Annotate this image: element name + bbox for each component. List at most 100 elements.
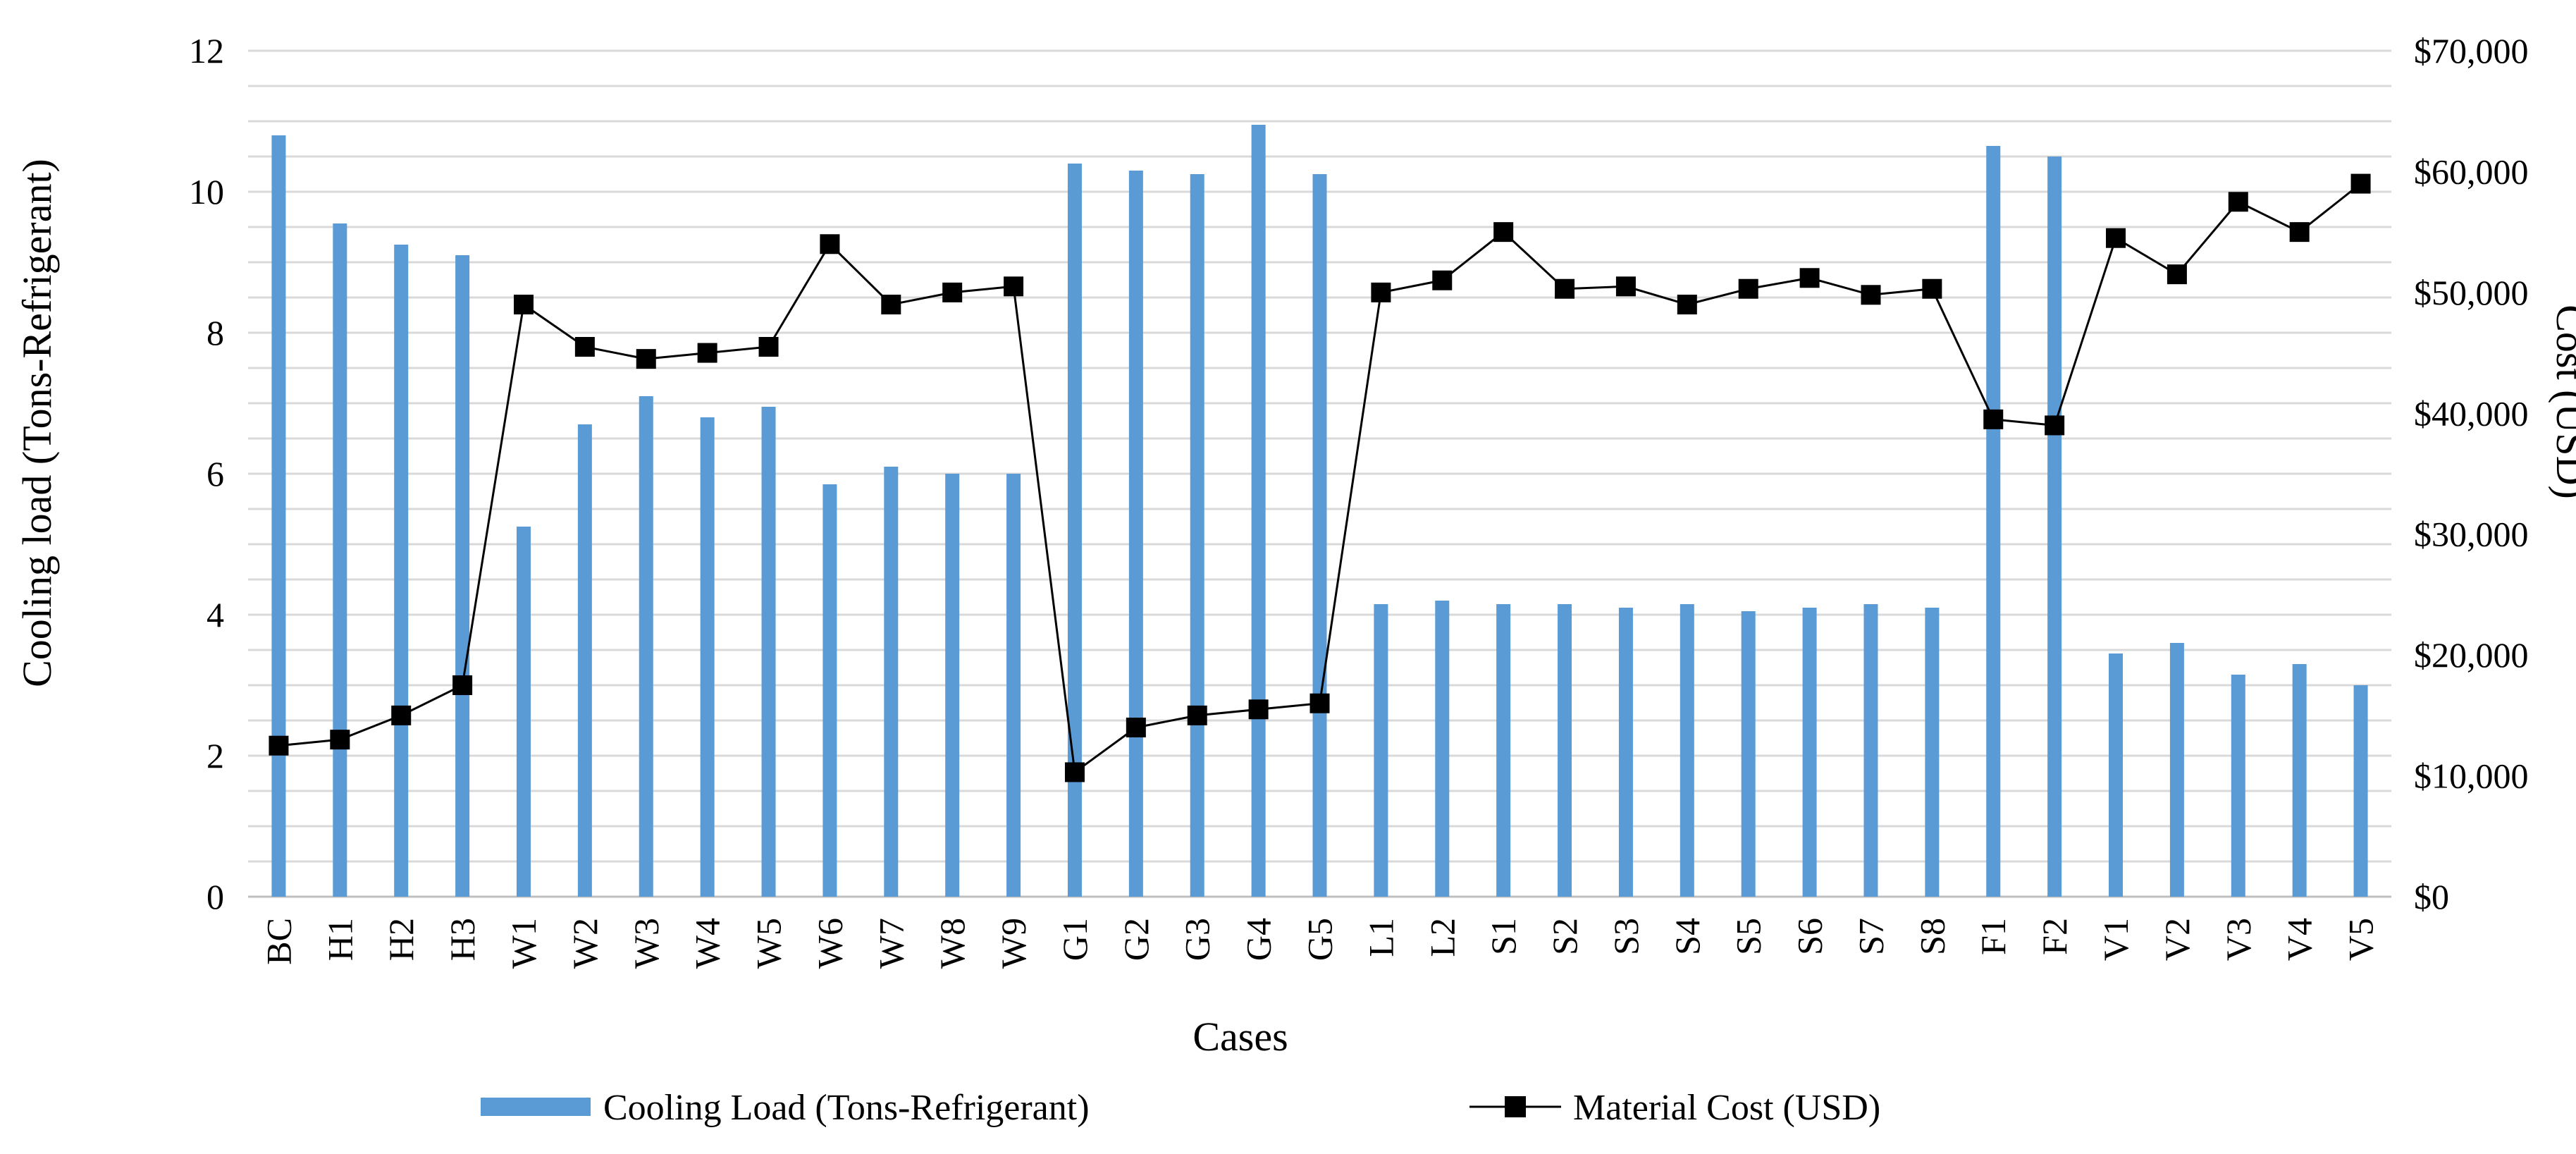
x-tick-label: V4 [2280, 918, 2319, 961]
cooling-load-bars [271, 125, 2368, 897]
material-cost-point [391, 705, 412, 725]
y-tick-label: 10 [189, 172, 224, 211]
x-tick-label: S3 [1606, 918, 1646, 955]
cooling-load-bar [700, 417, 715, 897]
material-cost-point [269, 735, 289, 756]
x-tick-label: L1 [1361, 918, 1400, 957]
material-cost-point [820, 234, 840, 254]
material-cost-point [1555, 278, 1575, 299]
cooling-load-bar [1006, 474, 1021, 897]
cooling-load-bar [333, 223, 347, 897]
y2-tick-label: $20,000 [2414, 635, 2529, 675]
cooling-load-bar [2231, 675, 2245, 897]
material-cost-point [881, 295, 901, 314]
material-cost-point [452, 675, 473, 695]
material-cost-point [697, 343, 717, 363]
cooling-load-bar [761, 407, 776, 897]
material-cost-point [758, 337, 779, 357]
cooling-load-bar [2109, 653, 2124, 897]
cooling-load-bar [1374, 604, 1388, 897]
y-tick-label: 2 [207, 736, 224, 775]
x-tick-label: S7 [1851, 918, 1890, 955]
material-cost-point [1371, 282, 1391, 302]
cooling-load-bar [1435, 601, 1450, 897]
material-cost-point [513, 295, 534, 314]
x-tick-label: S8 [1912, 918, 1952, 955]
material-cost-point [1126, 718, 1146, 737]
x-tick-label: S1 [1484, 918, 1523, 955]
material-cost-point [1432, 270, 1453, 290]
x-axis-title: Cases [1193, 1014, 1288, 1060]
legend-marker-material-cost [1505, 1096, 1526, 1117]
material-cost-point [1738, 278, 1758, 299]
y2-tick-label: $0 [2414, 877, 2449, 916]
y2-tick-label: $60,000 [2414, 152, 2529, 191]
x-tick-label: W7 [871, 918, 911, 969]
x-tick-label: W2 [565, 918, 605, 969]
x-tick-label: W1 [504, 918, 543, 969]
y-axis-title: Cooling load (Tons-Refrigerant) [14, 159, 60, 687]
x-tick-label: H2 [381, 918, 421, 961]
y-tick-label: 4 [207, 595, 224, 634]
cooling-load-bar [271, 135, 286, 897]
material-cost-point [1615, 276, 1636, 297]
cooling-load-bar [1251, 125, 1266, 897]
legend: Cooling Load (Tons-Refrigerant) Material… [481, 1088, 1880, 1128]
x-tick-label: G5 [1300, 918, 1340, 961]
material-cost-point [2167, 264, 2187, 285]
cooling-load-bar [2047, 156, 2062, 897]
cooling-load-bar [884, 467, 899, 897]
x-tick-label: V2 [2157, 918, 2197, 961]
y2-tick-label: $10,000 [2414, 756, 2529, 796]
material-cost-point [1493, 222, 1514, 243]
cooling-load-bar [577, 424, 592, 897]
x-tick-label: W4 [688, 918, 727, 969]
material-cost-point [1004, 276, 1024, 297]
material-cost-point [1922, 278, 1942, 299]
y-tick-label: 0 [207, 877, 224, 916]
x-tick-label: H1 [320, 918, 359, 961]
x-tick-label: F1 [1973, 918, 2013, 955]
material-cost-point [1799, 268, 1820, 288]
material-cost-point [1064, 762, 1085, 782]
material-cost-point [2350, 173, 2371, 194]
x-tick-label: F2 [2035, 918, 2074, 955]
x-tick-label: S5 [1729, 918, 1768, 955]
x-tick-label: L2 [1422, 918, 1462, 957]
material-cost-point [1983, 409, 2004, 429]
x-tick-label: BC [259, 918, 298, 965]
x-tick-label: G3 [1178, 918, 1217, 961]
cooling-load-bar [516, 527, 531, 897]
material-cost-point [1309, 693, 1330, 713]
legend-label-material-cost: Material Cost (USD) [1573, 1088, 1880, 1128]
cooling-load-bar [455, 255, 470, 897]
y2-tick-label: $30,000 [2414, 515, 2529, 554]
cooling-load-bar [2169, 643, 2184, 897]
material-cost-point [942, 282, 963, 302]
y2-tick-label: $40,000 [2414, 393, 2529, 433]
y-tick-label: 12 [189, 31, 224, 70]
cooling-load-bar [1558, 604, 1572, 897]
cooling-load-bar [1925, 608, 1940, 897]
cooling-load-bar [1863, 604, 1878, 897]
y2-tick-label: $50,000 [2414, 273, 2529, 312]
cooling-load-bar [1190, 174, 1204, 897]
material-cost-point [636, 349, 656, 369]
x-tick-label: S6 [1790, 918, 1830, 955]
cooling-load-bar [1680, 604, 1694, 897]
material-cost-point [1677, 295, 1697, 314]
x-tick-label: W6 [810, 918, 849, 969]
material-cost-point [1861, 285, 1881, 305]
x-axis-ticks: BC H1 H2 H3 W1 W2 W3 W4 W5 W6 W7 W8 W9 G1 G2 G3 G4 G5 L1 L2… [259, 918, 2380, 969]
legend-swatch-cooling-load [481, 1098, 591, 1116]
cooling-load-bar [1802, 608, 1817, 897]
material-cost-point [330, 730, 350, 750]
material-cost-point [2045, 415, 2065, 436]
cooling-load-bar [1496, 604, 1511, 897]
material-cost-point [2106, 228, 2126, 248]
material-cost-markers [269, 173, 2371, 782]
material-cost-point [2289, 222, 2310, 243]
x-tick-label: W3 [627, 918, 666, 969]
cooling-load-bar [1986, 146, 2001, 897]
cooling-load-bar [1312, 174, 1327, 897]
